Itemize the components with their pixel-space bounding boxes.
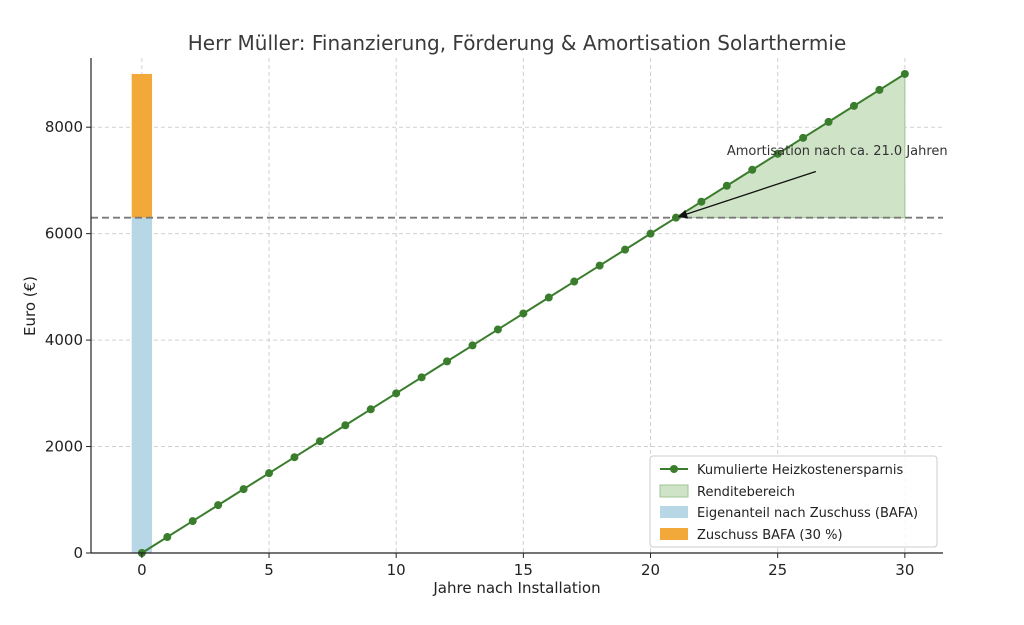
y-tick-label: 0 xyxy=(73,544,83,562)
savings-point xyxy=(722,181,731,190)
series-layer xyxy=(137,69,909,557)
legend-label-eigenanteil: Eigenanteil nach Zuschuss (BAFA) xyxy=(697,506,918,521)
x-tick-label: 0 xyxy=(137,561,147,579)
savings-point xyxy=(341,421,350,430)
annotation-layer: Amortisation nach ca. 21.0 Jahren xyxy=(678,144,948,219)
x-tick-label: 15 xyxy=(514,561,533,579)
savings-point xyxy=(239,485,248,494)
x-tick-label: 25 xyxy=(768,561,787,579)
x-tick-label: 10 xyxy=(387,561,406,579)
legend-box xyxy=(649,455,938,548)
savings-point xyxy=(493,325,502,334)
savings-point xyxy=(900,69,909,78)
x-tick-label: 20 xyxy=(641,561,660,579)
savings-point xyxy=(875,85,884,94)
zuschuss-bar xyxy=(131,73,153,218)
savings-point xyxy=(315,437,324,446)
legend-swatch-eigenanteil xyxy=(660,506,688,518)
legend-swatch-renditebereich xyxy=(659,484,689,498)
savings-point xyxy=(748,165,757,174)
savings-point xyxy=(671,213,680,222)
savings-point xyxy=(265,469,274,478)
savings-point xyxy=(697,197,706,206)
annotation-text: Amortisation nach ca. 21.0 Jahren xyxy=(727,144,948,159)
savings-point xyxy=(570,277,579,286)
savings-point xyxy=(214,501,223,510)
y-tick-label: 2000 xyxy=(45,438,83,456)
legend-swatch-savings-marker xyxy=(670,465,678,473)
savings-point xyxy=(621,245,630,254)
legend-label-zuschuss: Zuschuss BAFA (30 %) xyxy=(697,528,843,543)
annotation-arrow xyxy=(678,170,817,219)
x-axis-label: Jahre nach Installation xyxy=(432,579,600,597)
savings-point xyxy=(646,229,655,238)
savings-point xyxy=(595,261,604,270)
eigenanteil-bar xyxy=(131,217,153,553)
savings-point xyxy=(468,341,477,350)
savings-point xyxy=(519,309,528,318)
savings-point xyxy=(392,389,401,398)
bar-layer xyxy=(131,73,153,553)
savings-point xyxy=(799,133,808,142)
x-tick-label: 5 xyxy=(264,561,274,579)
y-tick-label: 6000 xyxy=(45,225,83,243)
legend: Kumulierte Heizkostenersparnis Renditeber… xyxy=(649,455,938,548)
savings-point xyxy=(849,101,858,110)
legend-label-renditebereich: Renditebereich xyxy=(697,485,795,500)
y-tick-label: 4000 xyxy=(45,331,83,349)
savings-point xyxy=(773,149,782,158)
y-tick-label: 8000 xyxy=(45,118,83,136)
savings-point xyxy=(417,373,426,382)
savings-point xyxy=(366,405,375,414)
y-axis-label: Euro (€) xyxy=(21,276,39,336)
chart-title: Herr Müller: Finanzierung, Förderung & A… xyxy=(188,31,847,55)
legend-label-savings: Kumulierte Heizkostenersparnis xyxy=(697,463,903,478)
x-tick-label: 30 xyxy=(895,561,914,579)
savings-point xyxy=(163,533,172,542)
savings-point xyxy=(443,357,452,366)
legend-swatch-zuschuss xyxy=(660,528,688,540)
axes-layer: 0 5 10 15 20 25 30 0 2000 4000 6000 8000 xyxy=(45,58,943,579)
savings-point xyxy=(544,293,553,302)
savings-point xyxy=(188,517,197,526)
savings-point xyxy=(824,117,833,126)
savings-point xyxy=(290,453,299,462)
